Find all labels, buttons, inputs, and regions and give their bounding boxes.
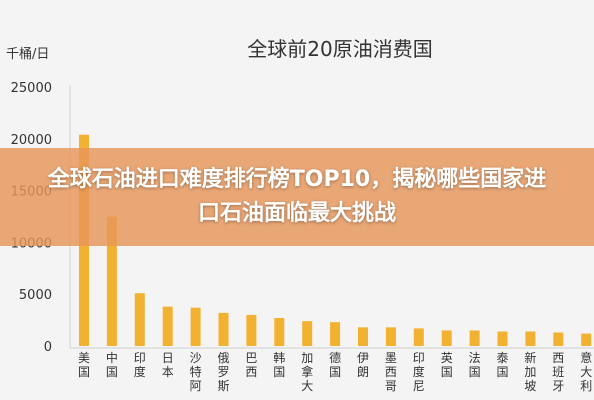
- x-tick-label: 新加坡: [524, 350, 536, 393]
- x-tick-label: 英国: [441, 351, 453, 379]
- bar: [441, 330, 452, 346]
- x-tick-label: 德国: [329, 350, 341, 379]
- x-tick-label: 西班牙: [552, 351, 564, 393]
- bar: [190, 307, 201, 346]
- x-tick-label: 法国: [469, 351, 481, 379]
- bar: [525, 331, 536, 346]
- headline-text: 全球石油进口难度排行榜TOP10，揭秘哪些国家进口石油面临最大挑战: [47, 167, 547, 226]
- x-tick-label: 日本: [162, 351, 174, 379]
- bar: [413, 328, 424, 346]
- bar: [553, 332, 564, 346]
- bar: [134, 293, 145, 346]
- x-tick-label: 中国: [106, 350, 118, 379]
- bar: [162, 306, 173, 346]
- headline-banner: 全球石油进口难度排行榜TOP10，揭秘哪些国家进口石油面临最大挑战: [0, 148, 594, 246]
- bar: [246, 314, 257, 346]
- x-tick-label: 意大利: [580, 350, 592, 393]
- y-tick-label: 20000: [11, 133, 52, 148]
- bar: [385, 327, 396, 346]
- y-tick-label: 0: [44, 340, 52, 355]
- bar: [358, 327, 368, 346]
- bar: [274, 318, 285, 346]
- bar: [469, 330, 480, 346]
- x-tick-label: 墨西哥: [385, 351, 397, 393]
- x-tick-label: 伊朗: [357, 351, 369, 379]
- bar: [106, 216, 117, 346]
- x-tick-label: 美国: [78, 351, 90, 379]
- bar: [330, 322, 341, 346]
- bar: [581, 333, 592, 346]
- bar: [497, 331, 508, 346]
- x-tick-label: 印度尼: [413, 351, 425, 393]
- chart-title: 全球前20原油消费国: [247, 37, 432, 61]
- x-tick-label: 印度: [134, 351, 146, 379]
- y-tick-label: 5000: [19, 288, 52, 303]
- x-tick-label: 巴西: [245, 351, 257, 379]
- y-tick-label: 25000: [11, 81, 52, 96]
- x-tick-label: 泰国: [496, 351, 508, 379]
- bar: [302, 321, 313, 346]
- x-tick-label: 韩国: [273, 350, 285, 379]
- x-tick-label: 加拿大: [301, 351, 313, 393]
- y-axis-unit-label: 千桶/日: [6, 47, 49, 62]
- x-tick-label: 沙特阿: [190, 351, 202, 393]
- x-tick-label: 俄罗斯: [217, 351, 229, 393]
- bar: [218, 312, 229, 346]
